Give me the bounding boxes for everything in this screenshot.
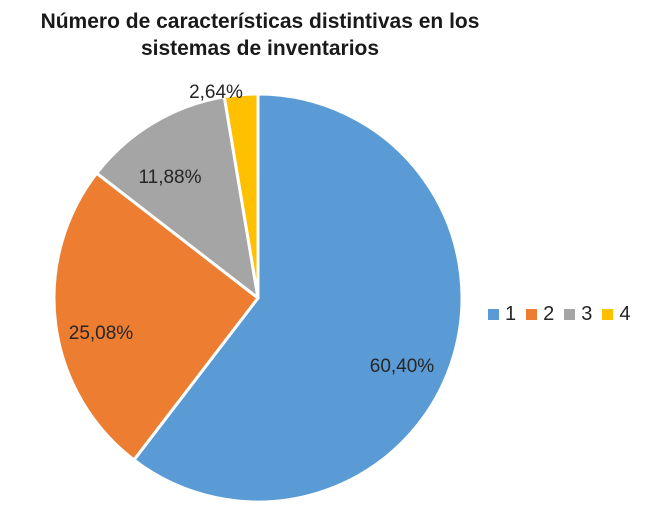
legend-label-2: 2 [543,303,555,325]
slice-label-2: 25,08% [69,323,134,344]
chart-title: Número de características distintivas en… [0,8,520,62]
legend-swatch-2 [526,309,538,320]
slice-label-4: 2,64% [189,82,243,103]
legend-swatch-1 [488,309,499,320]
legend-label-3: 3 [581,303,593,325]
chart-title-line-2: sistemas de inventarios [140,37,380,60]
slice-label-3: 11,88% [138,167,201,188]
pie-slice-3 [95,95,260,300]
legend-swatch-4 [602,309,614,320]
legend-item-3: 3 [564,303,592,326]
pie-slice-1 [132,92,464,504]
chart-title-line-1: Número de características distintivas en… [40,10,480,33]
legend-item-2: 2 [526,303,554,326]
legend-label-1: 1 [505,303,517,325]
legend-item-1: 1 [488,303,516,326]
slice-label-1: 60,40% [370,356,435,377]
pie-slice-2 [52,171,260,462]
legend-label-4: 4 [619,303,631,325]
pie-slice-4 [222,92,260,300]
legend: 1 2 3 4 [488,303,631,326]
legend-item-4: 4 [602,303,631,326]
legend-swatch-3 [564,309,576,320]
